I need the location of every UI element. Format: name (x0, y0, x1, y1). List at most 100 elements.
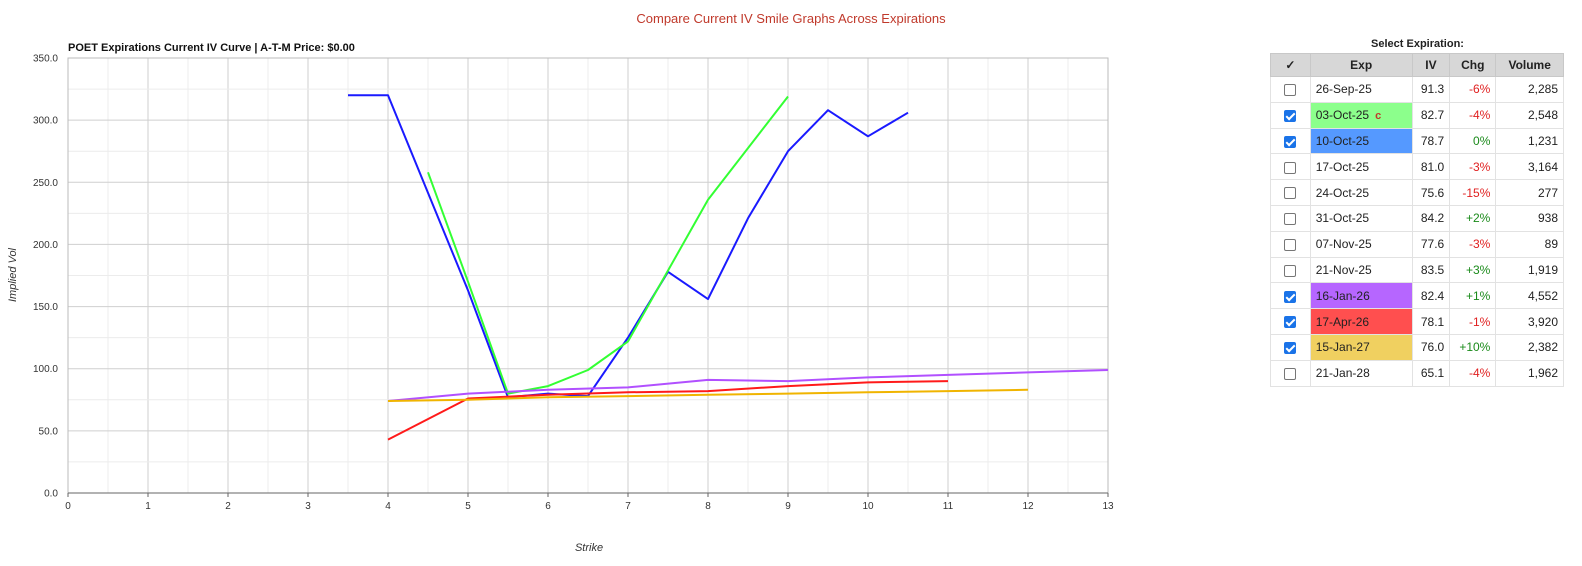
row-chg: -4% (1449, 101, 1497, 129)
table-row[interactable]: 17-Apr-26 78.1 -1% 3,920 (1270, 308, 1564, 335)
row-checkbox[interactable] (1284, 290, 1297, 303)
row-chg: -6% (1449, 76, 1497, 103)
row-volume: 3,164 (1495, 153, 1564, 181)
row-volume: 1,962 (1495, 359, 1564, 387)
row-expiration: 15-Jan-27 (1309, 333, 1413, 361)
expiration-panel: Select Expiration: ✓ Exp IV Chg Volume 2… (1270, 38, 1565, 387)
row-checkbox-cell (1270, 204, 1311, 232)
row-iv: 78.7 (1411, 127, 1451, 155)
x-tick-label: 5 (465, 501, 471, 512)
row-volume: 2,285 (1495, 76, 1564, 103)
row-checkbox-cell (1270, 230, 1311, 258)
row-volume: 277 (1495, 179, 1564, 206)
row-checkbox[interactable] (1284, 342, 1297, 355)
row-chg: -3% (1449, 230, 1497, 258)
row-chg: -1% (1449, 308, 1497, 335)
row-expiration: 31-Oct-25 (1309, 204, 1413, 232)
row-chg: +3% (1449, 256, 1497, 284)
row-iv: 76.0 (1411, 333, 1451, 361)
row-checkbox-cell (1270, 282, 1311, 310)
row-volume: 3,920 (1495, 308, 1564, 335)
x-tick-label: 4 (385, 501, 391, 512)
row-checkbox[interactable] (1284, 213, 1297, 226)
row-volume: 1,231 (1495, 127, 1564, 155)
y-tick-label: 350.0 (33, 54, 58, 65)
y-tick-label: 100.0 (33, 364, 58, 375)
row-expiration-label: 16-Jan-26 (1315, 288, 1370, 303)
row-expiration-label: 21-Jan-28 (1315, 366, 1370, 381)
row-expiration-label: 03-Oct-25 (1315, 108, 1370, 123)
row-expiration: 17-Apr-26 (1309, 308, 1413, 335)
table-row[interactable]: 17-Oct-25 81.0 -3% 3,164 (1270, 153, 1564, 181)
table-row[interactable]: 26-Sep-25 91.3 -6% 2,285 (1270, 76, 1564, 103)
x-tick-label: 13 (1102, 501, 1114, 512)
x-tick-label: 11 (943, 501, 954, 512)
chart-axes: 0 1 2 3 4 5 6 7 8 9 10 11 12 130.050.0100.0150.0200.0… (33, 54, 1114, 513)
row-iv: 65.1 (1411, 359, 1451, 387)
y-axis-label: Implied Vol (7, 247, 19, 302)
x-axis-label: Strike (575, 542, 603, 554)
table-row[interactable]: 10-Oct-25 78.7 0% 1,231 (1270, 127, 1564, 155)
row-checkbox-cell (1270, 359, 1311, 387)
header-chg[interactable]: Chg (1449, 53, 1497, 77)
x-tick-label: 3 (305, 501, 311, 512)
x-tick-label: 0 (65, 501, 71, 512)
x-tick-label: 7 (625, 501, 631, 512)
row-checkbox[interactable] (1284, 264, 1297, 277)
row-expiration-label: 07-Nov-25 (1315, 237, 1372, 252)
row-checkbox[interactable] (1284, 110, 1297, 123)
row-expiration-label: 21-Nov-25 (1315, 262, 1372, 277)
x-tick-label: 12 (1022, 501, 1034, 512)
table-row[interactable]: 21-Jan-28 65.1 -4% 1,962 (1270, 359, 1564, 387)
x-tick-label: 10 (862, 501, 874, 512)
row-iv: 91.3 (1411, 76, 1451, 103)
row-iv: 83.5 (1411, 256, 1451, 284)
table-row[interactable]: 15-Jan-27 76.0 +10% 2,382 (1270, 333, 1564, 361)
row-expiration-label: 10-Oct-25 (1315, 133, 1370, 148)
y-tick-label: 250.0 (33, 178, 58, 189)
row-volume: 938 (1495, 204, 1564, 232)
table-row[interactable]: 31-Oct-25 84.2 +2% 938 (1270, 204, 1564, 232)
table-row[interactable]: 16-Jan-26 82.4 +1% 4,552 (1270, 282, 1564, 310)
row-iv: 81.0 (1411, 153, 1451, 181)
table-row[interactable]: 21-Nov-25 83.5 +3% 1,919 (1270, 256, 1564, 284)
x-tick-label: 8 (705, 501, 711, 512)
table-row[interactable]: 03-Oct-25 c 82.7 -4% 2,548 (1270, 101, 1564, 129)
row-volume: 89 (1495, 230, 1564, 258)
x-tick-label: 1 (145, 501, 151, 512)
row-checkbox-cell (1270, 153, 1311, 181)
row-iv: 82.7 (1411, 101, 1451, 129)
header-exp[interactable]: Exp (1309, 53, 1413, 77)
row-checkbox[interactable] (1284, 135, 1297, 148)
row-chg: +10% (1449, 333, 1497, 361)
row-volume: 1,919 (1495, 256, 1564, 284)
row-expiration: 03-Oct-25 c (1309, 101, 1413, 129)
row-checkbox[interactable] (1284, 367, 1297, 380)
row-expiration: 10-Oct-25 (1309, 127, 1413, 155)
row-expiration: 21-Jan-28 (1309, 359, 1413, 387)
row-expiration: 24-Oct-25 (1309, 179, 1413, 206)
row-checkbox[interactable] (1284, 239, 1297, 251)
row-marker: c (1375, 110, 1382, 123)
x-tick-label: 6 (545, 501, 551, 512)
row-chg: -3% (1449, 153, 1497, 181)
row-chg: +2% (1449, 204, 1497, 232)
y-tick-label: 150.0 (33, 302, 58, 313)
table-row[interactable]: 24-Oct-25 75.6 -15% 277 (1270, 179, 1564, 206)
chart-grid (67, 57, 1109, 494)
header-volume[interactable]: Volume (1495, 53, 1564, 77)
row-expiration-label: 15-Jan-27 (1315, 340, 1370, 355)
row-checkbox[interactable] (1284, 84, 1297, 97)
expiration-rows: 26-Sep-25 91.3 -6% 2,285 03-Oct-25 c 82.7 -4% 2,… (1270, 76, 1564, 387)
row-chg: -15% (1449, 179, 1497, 206)
series-line-4 (387, 380, 949, 441)
page-title: Compare Current IV Smile Graphs Across E… (636, 11, 946, 26)
table-row[interactable]: 07-Nov-25 77.6 -3% 89 (1270, 230, 1564, 258)
row-checkbox[interactable] (1284, 187, 1297, 200)
row-checkbox-cell (1270, 179, 1311, 206)
row-checkbox[interactable] (1284, 316, 1297, 329)
row-checkbox[interactable] (1284, 161, 1297, 174)
row-chg: +1% (1449, 282, 1497, 310)
row-iv: 78.1 (1411, 308, 1451, 335)
header-iv[interactable]: IV (1411, 53, 1451, 77)
